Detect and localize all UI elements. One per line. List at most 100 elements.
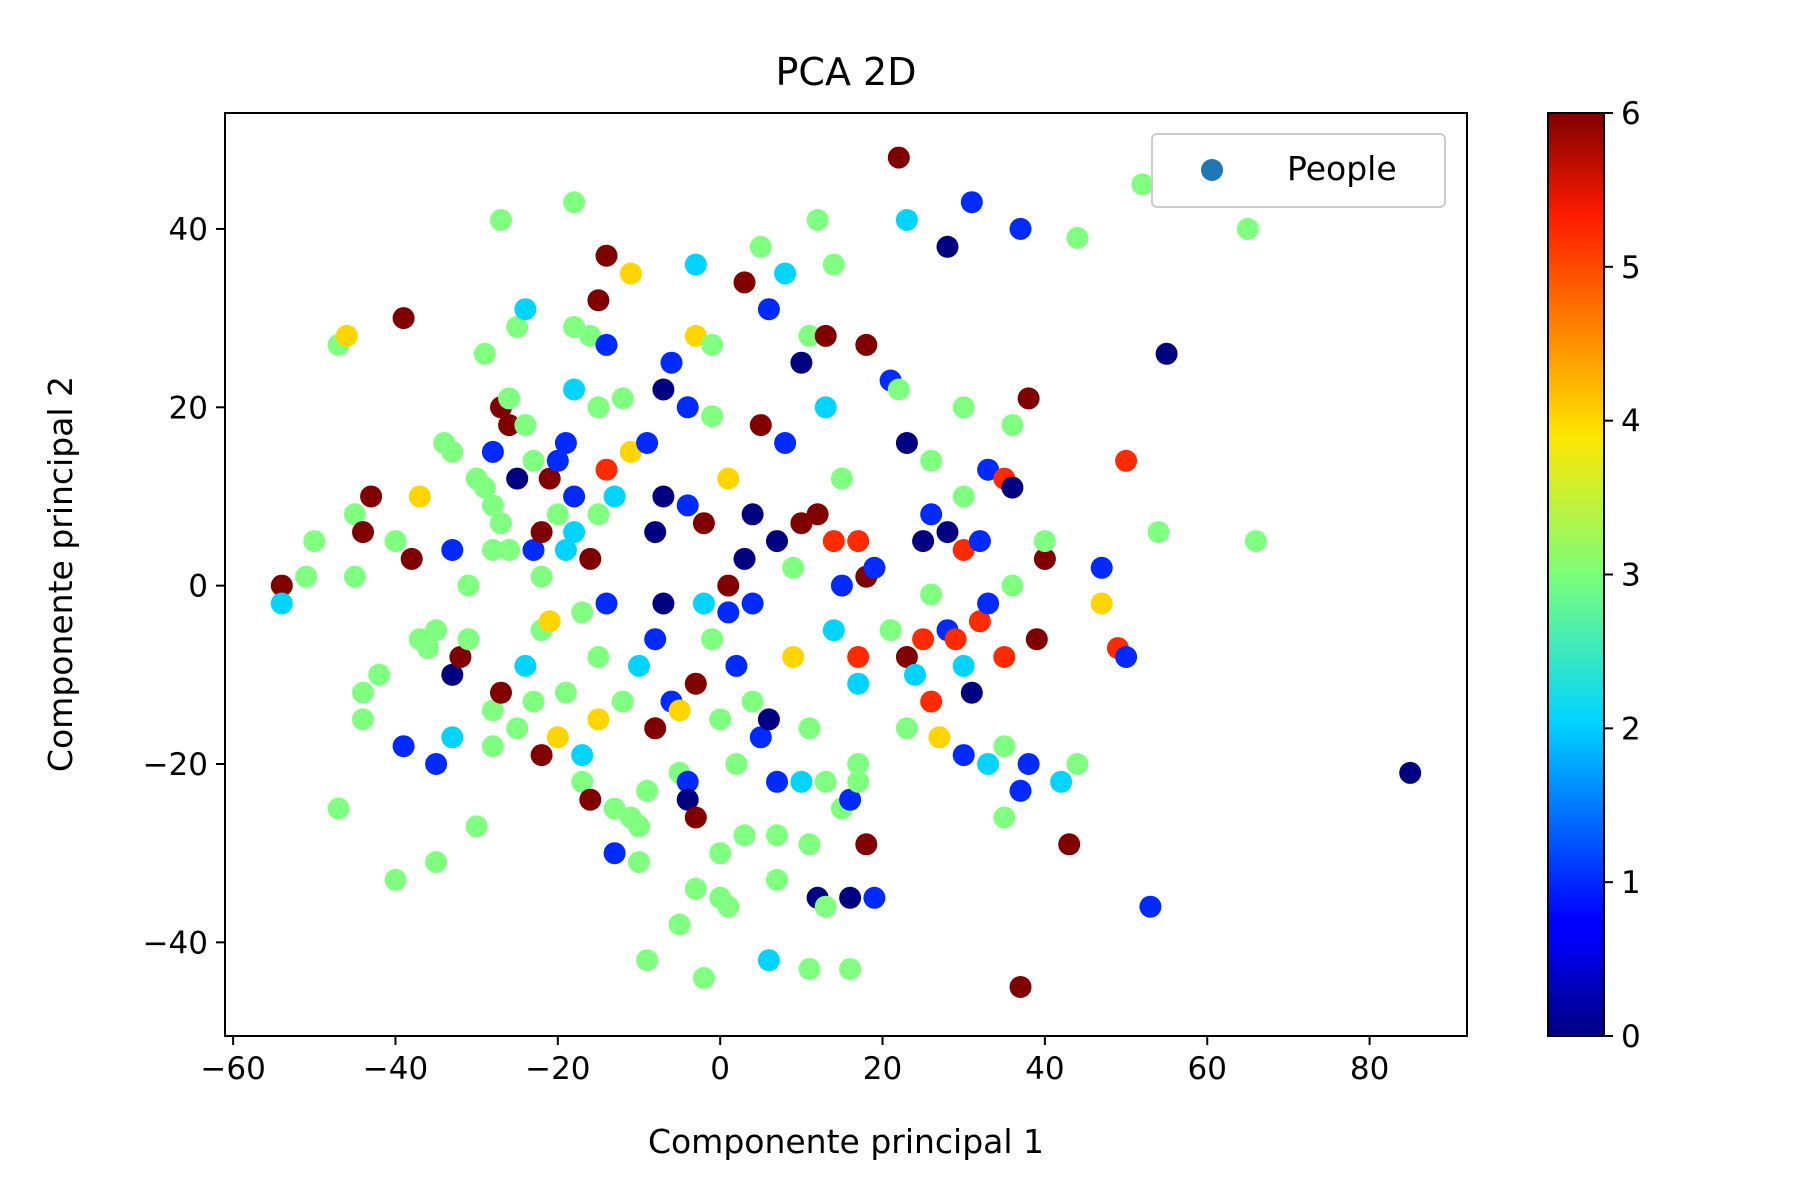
data-point — [774, 432, 797, 454]
data-point — [1115, 646, 1138, 668]
data-point — [920, 583, 943, 606]
data-point — [587, 396, 610, 419]
data-point — [798, 324, 821, 347]
data-point — [441, 539, 464, 561]
data-point — [749, 235, 772, 258]
x-axis: −60 −40 −20 0 20 40 60 80 — [200, 1036, 1389, 1087]
data-point — [270, 574, 293, 597]
data-point — [1399, 761, 1422, 784]
data-point — [490, 512, 512, 535]
data-point — [587, 289, 610, 312]
data-point — [343, 565, 366, 588]
data-point — [587, 646, 610, 668]
data-point — [887, 378, 910, 401]
data-point — [498, 414, 521, 437]
data-point — [741, 592, 764, 615]
legend: People — [1151, 133, 1446, 208]
data-point — [757, 949, 780, 972]
data-point — [1009, 976, 1032, 998]
data-point — [952, 539, 975, 561]
data-point — [952, 654, 975, 677]
x-tick-label: −40 — [363, 1051, 428, 1087]
data-point — [733, 271, 756, 294]
legend-box — [1151, 133, 1446, 208]
data-point — [839, 886, 862, 909]
data-point — [1001, 574, 1024, 597]
chart-title: PCA 2D — [776, 50, 917, 94]
x-tick-label: −20 — [525, 1051, 590, 1087]
data-point — [457, 628, 480, 651]
data-point — [1017, 387, 1040, 410]
data-point — [1155, 342, 1178, 365]
x-tick-label: 0 — [710, 1051, 730, 1087]
data-point — [425, 753, 448, 775]
points-layer — [270, 146, 1422, 998]
data-point — [644, 717, 667, 740]
data-point — [546, 726, 569, 749]
data-point — [847, 770, 870, 793]
colorbar-gradient — [1547, 112, 1605, 1037]
data-point — [522, 449, 545, 472]
data-point — [936, 521, 959, 544]
colorbar: 0 1 2 3 4 5 6 — [1547, 96, 1641, 1055]
data-point — [863, 886, 886, 909]
data-point — [571, 601, 594, 624]
data-point — [822, 253, 845, 276]
data-point — [912, 628, 935, 651]
data-point — [766, 868, 788, 891]
data-point — [465, 815, 488, 838]
data-point — [684, 877, 707, 900]
data-point — [936, 235, 959, 258]
data-point — [352, 521, 374, 544]
data-point — [1033, 530, 1056, 553]
data-point — [993, 806, 1016, 829]
data-point — [928, 726, 951, 749]
data-point — [538, 610, 561, 633]
data-point — [660, 351, 683, 374]
data-point — [855, 833, 878, 856]
data-point — [628, 654, 650, 677]
data-point — [717, 574, 740, 597]
data-point — [636, 779, 659, 802]
data-point — [1025, 628, 1048, 651]
data-point — [701, 405, 724, 428]
data-point — [352, 708, 374, 731]
data-point — [847, 753, 870, 775]
data-point — [384, 530, 407, 553]
x-tick-label: 40 — [1025, 1051, 1064, 1087]
data-point — [749, 414, 772, 437]
y-axis-label: Componente principal 2 — [41, 376, 80, 772]
data-point — [895, 717, 918, 740]
data-point — [741, 503, 764, 526]
colorbar-tick-label: 2 — [1621, 711, 1641, 747]
data-point — [481, 494, 504, 517]
data-point — [416, 637, 439, 660]
data-point — [684, 672, 707, 695]
data-point — [1139, 895, 1162, 918]
data-point — [595, 592, 618, 615]
data-point — [782, 556, 805, 579]
data-point — [392, 735, 415, 758]
data-point — [441, 726, 464, 749]
colorbar-tick-label: 1 — [1621, 865, 1641, 901]
data-point — [295, 565, 318, 588]
data-point — [709, 842, 732, 865]
data-point — [595, 333, 618, 356]
data-point — [1009, 217, 1032, 240]
data-point — [498, 387, 521, 410]
data-point — [977, 592, 1000, 615]
x-tick-label: 60 — [1188, 1051, 1227, 1087]
data-point — [774, 262, 797, 285]
data-point — [977, 458, 1000, 481]
data-point — [1236, 217, 1259, 240]
data-point — [839, 958, 862, 981]
data-point — [473, 476, 496, 499]
data-point — [717, 895, 740, 918]
data-point — [879, 619, 902, 642]
data-point — [473, 342, 496, 365]
data-point — [1090, 592, 1113, 615]
data-point — [1033, 547, 1056, 570]
data-point — [847, 672, 870, 695]
data-point — [1050, 770, 1073, 793]
